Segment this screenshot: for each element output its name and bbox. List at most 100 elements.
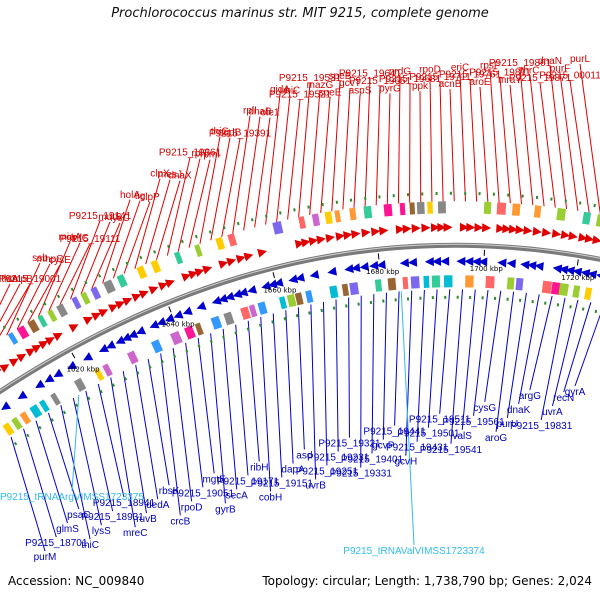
forward-gene-arrow (16, 353, 27, 363)
forward-gene-label: P9215_19651 (349, 76, 412, 87)
forward-gene-arrow (370, 227, 381, 237)
forward-gene-arrow (402, 224, 412, 234)
cog-block-reverse (443, 275, 453, 288)
cog-block-reverse (541, 280, 553, 294)
reverse-gene-arrow (464, 256, 474, 266)
reverse-gene-label: P9215_18701 (25, 538, 88, 549)
cog-block-reverse (374, 279, 383, 292)
gc-mark-inner (209, 339, 213, 344)
reverse-gene-arrow (121, 332, 132, 341)
forward-label-line (342, 88, 351, 210)
reverse-label-line (222, 328, 238, 490)
gc-mark-inner (394, 298, 397, 302)
forward-gene-label: dnaX (168, 171, 192, 182)
cog-block-reverse (240, 306, 251, 321)
gc-mark-outer (321, 202, 324, 207)
forward-label-line (549, 66, 568, 210)
gc-mark-outer (378, 195, 381, 199)
forward-label-line (489, 70, 500, 203)
gc-mark-outer (180, 239, 184, 244)
forward-label-line (91, 222, 121, 289)
reverse-gene-arrow (596, 273, 600, 278)
forward-gene-arrow (466, 222, 476, 232)
gc-mark-outer (521, 194, 524, 198)
cog-block-reverse (387, 277, 397, 291)
forward-label-line (479, 86, 489, 202)
gc-mark-inner (136, 371, 140, 375)
reverse-gene-label: ruvB (136, 514, 157, 525)
cog-block-reverse (11, 416, 23, 431)
reverse-gene-label: gcvH (394, 457, 417, 468)
cog-block-forward (136, 265, 148, 280)
cog-block-forward (150, 259, 162, 274)
reverse-gene-arrow (173, 310, 184, 319)
cog-block-forward (56, 303, 69, 318)
cog-block-forward (16, 325, 30, 340)
forward-label-line (59, 243, 91, 306)
reverse-gene-arrow (1, 401, 12, 410)
forward-gene-label: P9215_19141 (69, 211, 132, 222)
forward-gene-label: eriC (451, 62, 469, 73)
forward-label-line (0, 283, 11, 306)
gc-mark-inner (111, 383, 115, 387)
forward-label-line (232, 115, 251, 234)
cog-block-forward (383, 203, 393, 217)
gc-mark-inner (258, 323, 262, 328)
forward-gene-label: clpX (150, 169, 170, 180)
cog-block-reverse (50, 392, 61, 406)
reverse-gene-label: rbsK (159, 486, 180, 497)
reverse-label-line (110, 377, 136, 528)
cog-block-reverse (294, 292, 304, 306)
gc-mark-inner (369, 300, 373, 305)
reverse-gene-arrow (115, 335, 126, 344)
reverse-gene-arrow (527, 261, 537, 271)
forward-label-line (397, 76, 401, 204)
reverse-gene-arrow (359, 262, 370, 271)
reverse-label-line (382, 292, 387, 440)
map-title: Prochlorococcus marinus str. MIT 9215, c… (111, 6, 489, 21)
gc-mark-inner (569, 305, 572, 309)
forward-gene-arrow (25, 348, 36, 357)
gc-mark-inner (320, 308, 323, 313)
gc-mark-outer (2, 325, 6, 330)
cog-block-reverse (465, 275, 474, 288)
gc-mark-inner (456, 295, 459, 299)
reverse-gene-arrow (295, 272, 305, 282)
reverse-label-line (439, 289, 451, 414)
reverse-gene-label: cobH (259, 492, 282, 503)
forward-gene-label: aroE (469, 77, 490, 88)
reverse-gene-arrow (238, 287, 249, 297)
cog-block-forward (37, 314, 48, 328)
forward-label-line (509, 84, 523, 205)
forward-label-line (123, 201, 151, 274)
forward-label-line (569, 80, 590, 213)
gc-mark-inner (531, 299, 534, 304)
reverse-gene-arrow (344, 264, 354, 273)
forward-gene-label: tig (135, 191, 146, 202)
reverse-gene-label: P9215_19171 (217, 476, 280, 487)
rna-gene-label: P9215_tRNAValVIMSS1723374 (343, 546, 485, 557)
reverse-gene-label: gcvP (372, 441, 395, 452)
forward-label-line (243, 116, 261, 231)
reverse-gene-label: gyrB (215, 504, 236, 515)
cog-block-reverse (485, 275, 495, 289)
reverse-label-line (563, 302, 592, 393)
reverse-gene-label: P9215_19321 (318, 439, 381, 450)
gc-mark-inner (173, 354, 177, 358)
gc-mark-outer (167, 244, 170, 249)
gc-mark-inner (345, 304, 348, 308)
forward-gene-label: mazG (307, 80, 334, 91)
forward-gene-label: P9215_19111 (60, 234, 121, 245)
cog-block-reverse (210, 315, 223, 330)
forward-gene-arrow (194, 268, 205, 277)
forward-gene-arrow (243, 252, 254, 262)
forward-label-line (331, 80, 341, 212)
forward-label-line (386, 93, 391, 205)
reverse-label-line (551, 299, 579, 407)
forward-label-line (134, 178, 161, 269)
forward-gene-label: P9215_19681 (379, 74, 442, 85)
reverse-label-line (506, 292, 527, 418)
reverse-gene-label: rpoD (181, 502, 203, 513)
reverse-label-line (72, 397, 102, 526)
gc-mark-outer (279, 211, 282, 215)
